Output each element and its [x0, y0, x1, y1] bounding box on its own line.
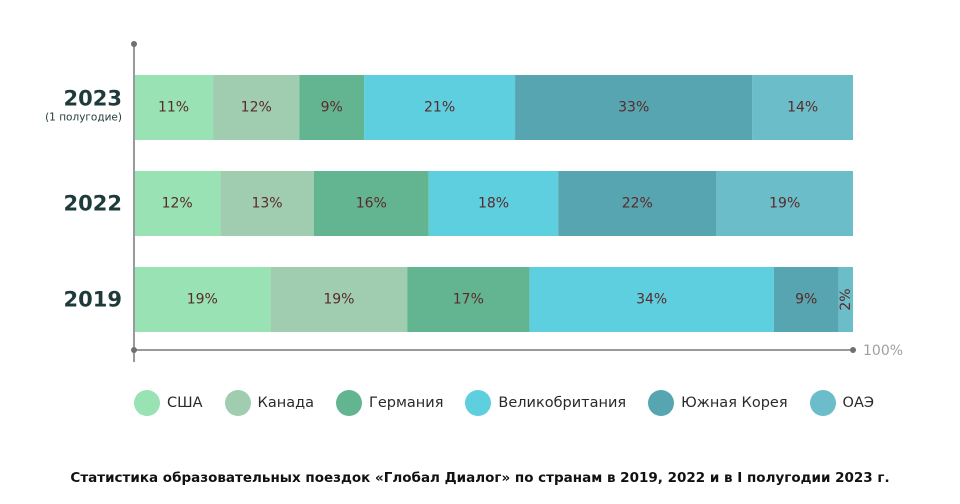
bar-segment: [515, 75, 753, 140]
bar-segment: [134, 171, 221, 236]
legend-item: Германия: [336, 390, 443, 416]
data-label: 2%: [838, 288, 854, 310]
bar-segment: [716, 171, 853, 236]
legend-swatch: [224, 390, 251, 416]
bar-segment: [313, 171, 429, 236]
x-axis-end-dot: [850, 347, 856, 353]
data-label: 19%: [769, 196, 800, 212]
data-label: 21%: [424, 100, 455, 116]
bar-segment: [838, 267, 853, 332]
data-label: 34%: [636, 292, 667, 308]
bar-segment: [213, 75, 300, 140]
data-label: 9%: [321, 100, 343, 116]
bar-segment: [752, 75, 853, 140]
chart-caption: Статистика образовательных поездок «Глоб…: [70, 470, 890, 486]
legend-label: США: [167, 395, 203, 411]
legend-label: Великобритания: [498, 395, 627, 411]
data-label: 16%: [356, 196, 387, 212]
legend-swatch: [809, 390, 836, 416]
data-label: 17%: [453, 292, 484, 308]
legend-item: ОАЭ: [809, 390, 874, 416]
legend: США Канада Германия Великобритания Южная Кор…: [134, 390, 874, 416]
legend-item: Южная Корея: [648, 390, 788, 416]
data-label: 33%: [618, 100, 649, 116]
y-axis-labels: 2023(1 полугодие) 2022 2019: [45, 87, 122, 312]
origin-dot: [131, 347, 137, 353]
data-label: 18%: [478, 196, 509, 212]
legend-item: США: [134, 390, 203, 416]
legend-item: Канада: [224, 390, 315, 416]
y-tick-label: 2023: [64, 87, 122, 111]
bars-group: 11% 12% 9% 21% 33% 14% 12% 13% 16% 18% 22% 19% 19% 19…: [134, 75, 854, 332]
data-label: 11%: [158, 100, 189, 116]
legend-item: Великобритания: [465, 390, 626, 416]
bar-segment: [270, 267, 408, 332]
bar-segment: [364, 75, 516, 140]
bar-segment: [134, 75, 214, 140]
legend-label: Германия: [369, 395, 444, 411]
bar-segment: [428, 171, 559, 236]
data-label: 19%: [323, 292, 354, 308]
legend-swatch: [648, 390, 675, 416]
bar-segment: [220, 171, 314, 236]
legend-label: Канада: [257, 395, 315, 411]
data-label: 12%: [241, 100, 272, 116]
bar-segment: [558, 171, 717, 236]
legend-swatch: [134, 390, 160, 416]
data-label: 13%: [251, 196, 282, 212]
data-label: 12%: [162, 196, 193, 212]
y-tick-label: 2019: [64, 288, 122, 312]
legend-swatch: [465, 390, 492, 416]
x-axis-end-label: 100%: [863, 343, 903, 359]
data-label: 14%: [787, 100, 818, 116]
bar-segment: [134, 267, 271, 332]
y-tick-label: 2022: [64, 192, 122, 216]
data-label: 22%: [622, 196, 653, 212]
stacked-bar-chart: 11% 12% 9% 21% 33% 14% 12% 13% 16% 18% 22% 19% 19% 19…: [45, 41, 903, 362]
legend-label: ОАЭ: [842, 395, 874, 411]
data-label: 9%: [795, 292, 817, 308]
bar-segment: [299, 75, 365, 140]
data-label: 19%: [187, 292, 218, 308]
y-axis-top-dot: [131, 41, 137, 47]
legend-label: Южная Корея: [681, 395, 788, 411]
bar-segment: [407, 267, 530, 332]
y-tick-sublabel: (1 полугодие): [45, 112, 122, 124]
legend-swatch: [336, 390, 362, 416]
bar-segment: [529, 267, 774, 332]
bar-segment: [773, 267, 839, 332]
